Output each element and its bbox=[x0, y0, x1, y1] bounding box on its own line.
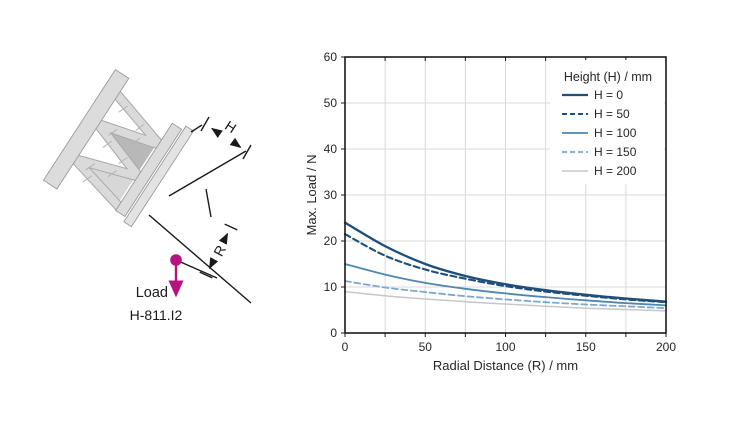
legend-box bbox=[550, 60, 664, 184]
y-tick-label: 40 bbox=[324, 142, 338, 156]
x-axis-title: Radial Distance (R) / mm bbox=[433, 358, 578, 373]
hexapod-diagram-svg: H R Load H-811.I2 bbox=[42, 68, 252, 323]
axis-line bbox=[148, 214, 252, 304]
model-label: H-811.I2 bbox=[130, 307, 183, 323]
load-chart: 0 50 100 150 200 0 10 20 30 40 50 60 Radial Distance… bbox=[300, 0, 750, 427]
r-dim-tick bbox=[224, 223, 238, 231]
y-tick-label: 20 bbox=[324, 234, 338, 248]
hexapod-diagram: H R Load H-811.I2 bbox=[0, 0, 300, 427]
h-dim-label: H bbox=[222, 117, 239, 136]
y-tick-label: 30 bbox=[324, 188, 338, 202]
series-curve-H200 bbox=[344, 290, 667, 312]
struts bbox=[72, 91, 163, 210]
center-axis-tick bbox=[205, 188, 212, 218]
axis-line bbox=[168, 150, 247, 197]
legend-entry-label: H = 200 bbox=[594, 164, 637, 178]
platform-top-plate bbox=[123, 125, 195, 228]
load-baseline bbox=[175, 259, 218, 279]
h-dim-tick bbox=[242, 144, 252, 160]
strut-collars bbox=[82, 105, 145, 183]
h-dim-arrow bbox=[211, 127, 223, 138]
x-tick-label: 50 bbox=[419, 340, 433, 354]
h-dim-arrow bbox=[229, 137, 242, 148]
y-tick-label: 50 bbox=[324, 96, 338, 110]
y-axis-title: Max. Load / N bbox=[304, 155, 319, 236]
x-tick-label: 150 bbox=[576, 340, 596, 354]
y-tick-label: 60 bbox=[324, 50, 338, 64]
x-tick-label: 0 bbox=[342, 340, 349, 354]
y-tick-label: 0 bbox=[330, 326, 337, 340]
series-curve-H150 bbox=[344, 280, 667, 310]
legend-entry-label: H = 0 bbox=[594, 88, 623, 102]
h-dim-tick bbox=[200, 116, 210, 132]
dimension-lines bbox=[148, 116, 252, 304]
legend-title: Height (H) / mm bbox=[564, 70, 652, 84]
hexapod-illustration bbox=[42, 68, 195, 228]
base-plate bbox=[42, 68, 130, 190]
extension-line bbox=[190, 124, 203, 133]
series-curve-H100 bbox=[344, 263, 667, 307]
legend-entry-label: H = 50 bbox=[594, 107, 630, 121]
y-tick-label: 10 bbox=[324, 280, 338, 294]
load-point bbox=[170, 254, 182, 266]
r-dim-label: R bbox=[210, 242, 229, 258]
load-label: Load bbox=[136, 285, 168, 301]
r-dim-arrow bbox=[208, 257, 219, 270]
legend-entry-label: H = 150 bbox=[594, 145, 637, 159]
load-chart-svg: 0 50 100 150 200 0 10 20 30 40 50 60 Radial Distance… bbox=[304, 50, 676, 373]
legend-entry-label: H = 100 bbox=[594, 126, 637, 140]
r-dim-arrow bbox=[218, 232, 229, 245]
r-dim-tick bbox=[199, 271, 213, 279]
x-tick-label: 200 bbox=[656, 340, 676, 354]
x-tick-label: 100 bbox=[495, 340, 515, 354]
series-curve-H50 bbox=[343, 233, 668, 304]
platform-plate bbox=[115, 122, 183, 218]
